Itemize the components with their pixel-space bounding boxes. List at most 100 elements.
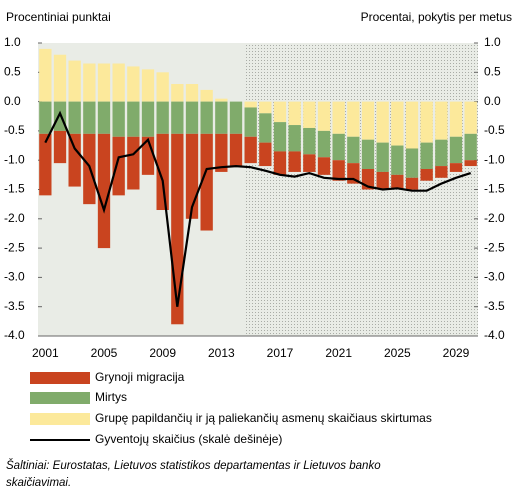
legend-label: Gyventojų skaičius (skalė dešinėje)	[95, 432, 282, 446]
bar-segment	[215, 101, 228, 134]
bar-segment	[288, 125, 301, 152]
bar-segment	[273, 101, 287, 123]
bar-segment	[435, 139, 448, 167]
bar-segment	[259, 113, 272, 143]
y2-tick-label: 0.0	[484, 94, 501, 108]
bar-segment	[405, 148, 419, 178]
bar-segment	[317, 101, 331, 131]
bar-segment	[288, 101, 301, 126]
bar-segment	[200, 89, 213, 102]
bar-segment	[200, 133, 213, 231]
bar-segment	[376, 142, 389, 172]
x-tick-label: 2017	[267, 346, 294, 360]
y-tick-label: -0.5	[4, 123, 25, 137]
bar-segment	[332, 160, 345, 181]
bar-segment	[215, 98, 228, 102]
bar-segment	[68, 60, 81, 102]
y2-tick-label: -2.5	[484, 240, 505, 254]
y-tick-label: -3.5	[4, 299, 25, 313]
bar-segment	[361, 139, 375, 169]
y2-axis-title: Procentai, pokytis per metus	[361, 10, 512, 24]
legend-swatch	[30, 413, 90, 425]
bar-segment	[112, 101, 125, 137]
bar-segment	[185, 101, 199, 134]
x-tick-label: 2005	[91, 346, 118, 360]
bar-segment	[259, 142, 272, 167]
y-tick-label: -2.0	[4, 211, 25, 225]
bar-segment	[391, 145, 404, 175]
bar-segment	[405, 177, 419, 190]
bar-segment	[171, 101, 184, 134]
bar-segment	[449, 163, 463, 172]
y2-tick-label: -4.0	[484, 328, 505, 342]
y2-tick-label: 1.0	[484, 35, 501, 49]
x-tick-label: 2021	[325, 346, 352, 360]
x-tick-label: 2029	[443, 346, 470, 360]
bar-segment	[112, 136, 125, 196]
bar-segment	[391, 174, 404, 190]
bar-segment	[376, 101, 389, 143]
bar-segment	[420, 101, 433, 143]
bar-segment	[156, 101, 169, 134]
legend-label: Mirtys	[95, 390, 127, 404]
bar-segment	[420, 142, 433, 169]
bar-segment	[171, 84, 184, 102]
y-axis-title: Procentiniai punktai	[6, 10, 111, 24]
bar-segment	[273, 151, 287, 175]
bar-segment	[376, 171, 389, 190]
x-tick-label: 2013	[208, 346, 235, 360]
y-tick-label: 0.0	[4, 94, 21, 108]
bar-segment	[39, 133, 52, 196]
legend-swatch	[30, 372, 90, 384]
bar-segment	[127, 136, 140, 190]
bar-segment	[303, 101, 316, 128]
y2-tick-label: -3.5	[484, 299, 505, 313]
bar-segment	[332, 133, 345, 161]
y2-tick-label: -3.0	[484, 270, 505, 284]
bar-segment	[53, 54, 67, 102]
population-line	[44, 110, 472, 307]
bar-segment	[112, 63, 125, 102]
bar-segment	[171, 133, 184, 325]
bar-segment	[127, 66, 140, 102]
bar-segment	[97, 63, 111, 102]
bar-segment	[361, 101, 375, 140]
legend-label: Grynoji migracija	[95, 370, 185, 384]
x-tick-label: 2009	[149, 346, 176, 360]
y-tick-label: -1.0	[4, 152, 25, 166]
bar-segment	[464, 101, 477, 134]
bar-segment	[405, 101, 419, 149]
bar-segment	[244, 101, 257, 108]
bar-segment	[68, 101, 81, 134]
bar-segment	[127, 101, 140, 137]
y-tick-label: 0.5	[4, 64, 21, 78]
x-tick-label: 2025	[384, 346, 411, 360]
bar-segment	[259, 101, 272, 114]
bar-segment	[303, 154, 316, 172]
bar-segment	[317, 130, 331, 158]
y-tick-label: -3.0	[4, 270, 25, 284]
bar-segment	[347, 136, 360, 164]
bar-segment	[449, 136, 463, 164]
y2-tick-label: 0.5	[484, 64, 501, 78]
bar-segment	[347, 101, 360, 137]
bar-segment	[97, 133, 111, 249]
y2-tick-label: -1.0	[484, 152, 505, 166]
bar-segment	[53, 101, 67, 131]
bar-segment	[97, 101, 111, 134]
bar-segment	[141, 69, 155, 102]
y2-tick-label: -2.0	[484, 211, 505, 225]
bar-segment	[449, 101, 463, 137]
bar-segment	[288, 151, 301, 172]
bar-segment	[317, 157, 331, 175]
y-tick-label: -4.0	[4, 328, 25, 342]
bar-segment	[185, 84, 199, 102]
bar-segment	[83, 101, 96, 134]
bar-segment	[420, 168, 433, 181]
legend-swatch	[30, 392, 90, 404]
bar-segment	[83, 63, 96, 102]
y-tick-label: -1.5	[4, 182, 25, 196]
bar-segment	[273, 122, 287, 152]
bar-segment	[156, 72, 169, 102]
bar-segment	[244, 136, 257, 164]
